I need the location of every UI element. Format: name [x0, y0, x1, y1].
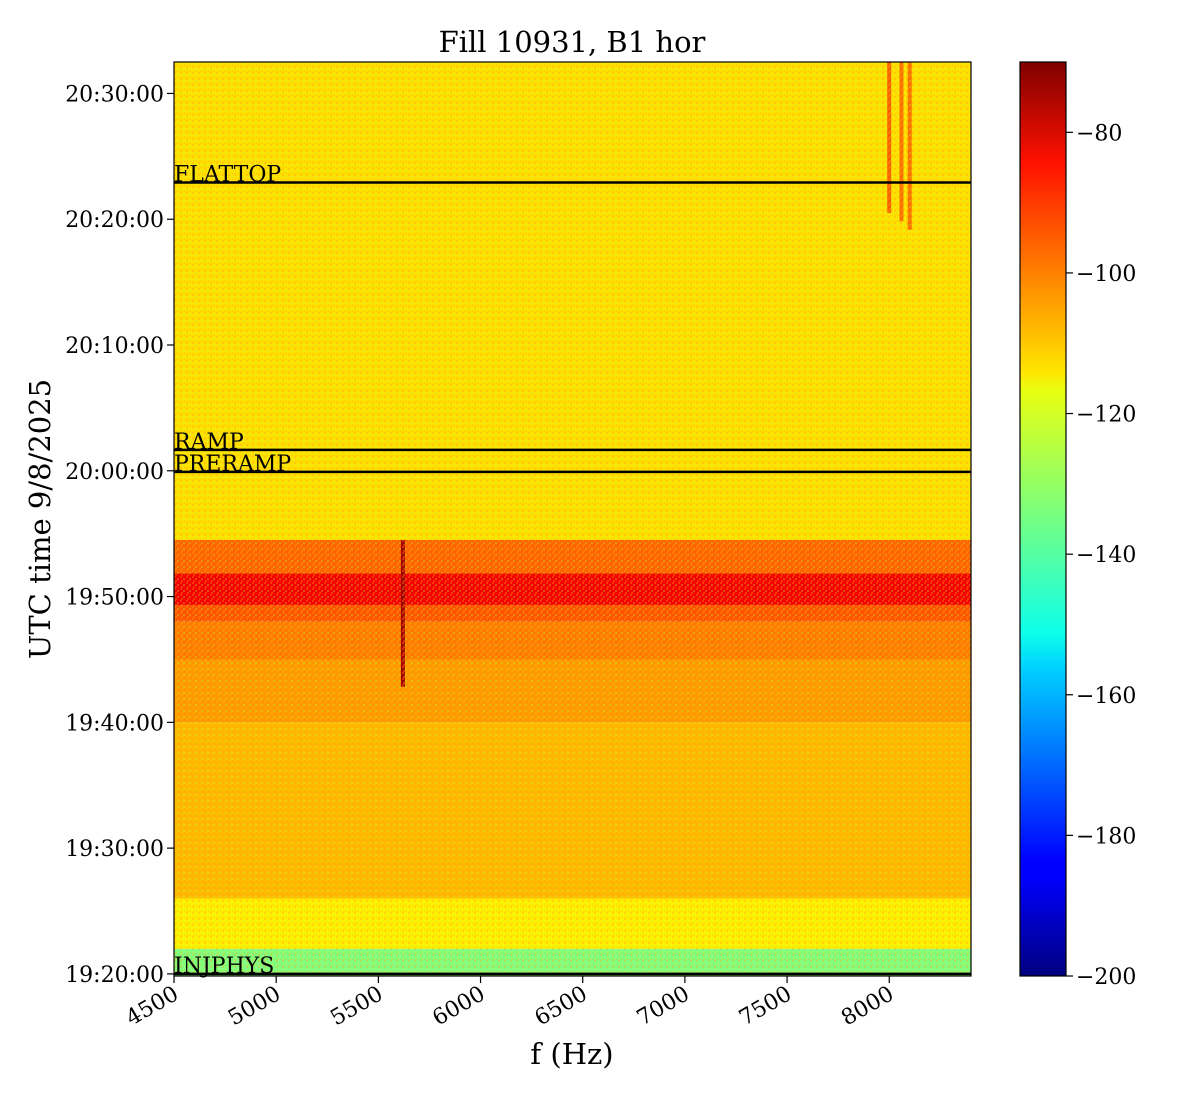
x-axis: 4500 5000 5500 6000 6500 7000 7500 8000	[122, 976, 898, 1031]
x-tick-label: 7000	[633, 982, 694, 1032]
colorbar-ticks: −200 −180 −160 −140 −120 −100 −80	[1066, 121, 1136, 990]
colorbar-tick-label: −120	[1076, 403, 1136, 428]
y-tick-label: 20:00:00	[65, 460, 164, 485]
y-tick-label: 19:50:00	[65, 586, 164, 611]
colorbar-tick-label: −180	[1076, 824, 1136, 849]
plot-frame	[173, 61, 972, 977]
colorbar-gradient	[1019, 61, 1067, 977]
y-axis: 19:20:00 19:30:00 19:40:00 19:50:00 20:00:00…	[65, 82, 174, 988]
colorbar-tick-label: −160	[1076, 684, 1136, 709]
phase-marker-label: RAMP	[174, 430, 244, 455]
colorbar: −200 −180 −160 −140 −120 −100 −80	[1019, 61, 1136, 990]
x-tick-label: 7500	[735, 982, 796, 1032]
y-tick-label: 19:40:00	[65, 711, 164, 736]
y-tick-label: 20:20:00	[65, 208, 164, 233]
y-tick-label: 19:30:00	[65, 837, 164, 862]
x-tick-label: 8000	[837, 982, 898, 1032]
y-tick-label: 19:20:00	[65, 963, 164, 988]
chart-title: Fill 10931, B1 hor	[439, 25, 706, 59]
x-axis-label: f (Hz)	[530, 1037, 613, 1071]
colorbar-tick-label: −140	[1076, 543, 1136, 568]
colorbar-tick-label: −200	[1076, 965, 1136, 990]
x-tick-label: 5000	[224, 982, 285, 1032]
x-tick-label: 6500	[531, 982, 592, 1032]
y-axis-label: UTC time 9/8/2025	[23, 379, 57, 659]
phase-marker-label: FLATTOP	[174, 163, 281, 188]
phase-marker-label: INJPHYS	[174, 954, 274, 979]
phase-marker-label: PRERAMP	[174, 452, 291, 477]
x-tick-label: 4500	[122, 982, 183, 1032]
y-tick-label: 20:30:00	[65, 82, 164, 107]
x-tick-label: 5500	[326, 982, 387, 1032]
colorbar-tick-label: −80	[1076, 121, 1122, 146]
colorbar-tick-label: −100	[1076, 262, 1136, 287]
y-tick-label: 20:10:00	[65, 334, 164, 359]
noise-texture	[174, 62, 971, 976]
x-tick-label: 6000	[429, 982, 490, 1032]
